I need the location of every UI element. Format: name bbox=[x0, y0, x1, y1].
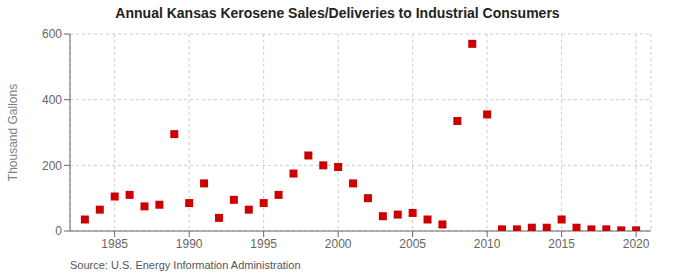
svg-text:1985: 1985 bbox=[101, 237, 128, 251]
svg-text:2015: 2015 bbox=[548, 237, 575, 251]
svg-text:400: 400 bbox=[42, 93, 62, 107]
svg-text:Thousand Gallons: Thousand Gallons bbox=[8, 84, 20, 181]
html-text:Annual Kansas Kerosene Sales/D: Annual Kansas Kerosene Sales/Deliveries … bbox=[115, 5, 560, 21]
svg-text:1995: 1995 bbox=[250, 237, 277, 251]
svg-text:2010: 2010 bbox=[474, 237, 501, 251]
svg-text:2005: 2005 bbox=[399, 237, 426, 251]
svg-text:0: 0 bbox=[55, 224, 62, 238]
svg-text:1990: 1990 bbox=[176, 237, 203, 251]
svg-text:600: 600 bbox=[42, 27, 62, 41]
svg-text:200: 200 bbox=[42, 159, 62, 173]
html-text:Source: U.S. Energy Informatio: Source: U.S. Energy Information Administ… bbox=[70, 259, 301, 271]
svg-text:2020: 2020 bbox=[623, 237, 650, 251]
svg-text:2000: 2000 bbox=[325, 237, 352, 251]
